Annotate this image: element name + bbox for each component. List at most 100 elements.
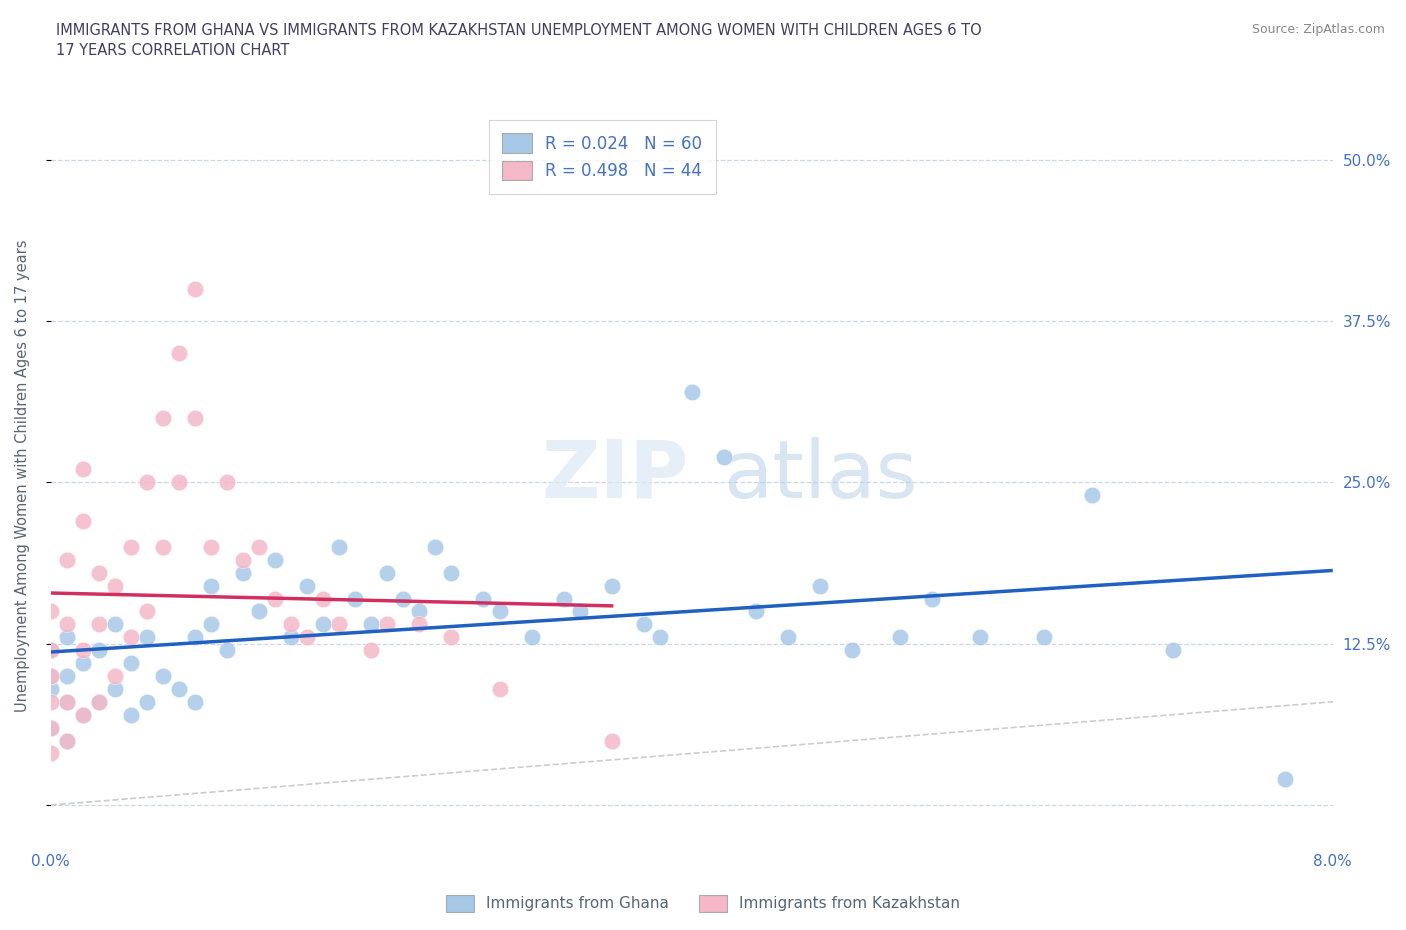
Point	[247, 604, 270, 618]
Point	[39, 669, 62, 684]
Point	[247, 539, 270, 554]
Point	[969, 630, 991, 644]
Point	[472, 591, 495, 606]
Point	[921, 591, 943, 606]
Point	[264, 591, 287, 606]
Point	[553, 591, 575, 606]
Point	[520, 630, 543, 644]
Point	[39, 682, 62, 697]
Y-axis label: Unemployment Among Women with Children Ages 6 to 17 years: Unemployment Among Women with Children A…	[15, 240, 30, 712]
Point	[408, 617, 430, 631]
Point	[568, 604, 591, 618]
Point	[87, 695, 110, 710]
Point	[39, 604, 62, 618]
Point	[72, 707, 94, 722]
Text: Source: ZipAtlas.com: Source: ZipAtlas.com	[1251, 23, 1385, 36]
Point	[1033, 630, 1056, 644]
Point	[217, 475, 239, 490]
Point	[56, 617, 79, 631]
Point	[39, 720, 62, 735]
Point	[488, 682, 510, 697]
Point	[87, 565, 110, 580]
Point	[39, 669, 62, 684]
Text: atlas: atlas	[723, 437, 917, 515]
Point	[808, 578, 831, 593]
Point	[39, 746, 62, 761]
Point	[136, 475, 159, 490]
Point	[408, 604, 430, 618]
Point	[360, 617, 382, 631]
Point	[104, 669, 127, 684]
Point	[72, 513, 94, 528]
Point	[200, 617, 222, 631]
Point	[39, 720, 62, 735]
Point	[167, 346, 190, 361]
Point	[440, 565, 463, 580]
Legend: Immigrants from Ghana, Immigrants from Kazakhstan: Immigrants from Ghana, Immigrants from K…	[440, 889, 966, 918]
Point	[280, 630, 302, 644]
Point	[312, 617, 335, 631]
Point	[167, 682, 190, 697]
Point	[184, 281, 207, 296]
Point	[1081, 488, 1104, 503]
Point	[56, 630, 79, 644]
Point	[217, 643, 239, 658]
Point	[39, 643, 62, 658]
Point	[56, 552, 79, 567]
Point	[375, 565, 398, 580]
Point	[56, 695, 79, 710]
Point	[56, 669, 79, 684]
Point	[488, 604, 510, 618]
Point	[120, 656, 142, 671]
Point	[72, 707, 94, 722]
Point	[633, 617, 655, 631]
Point	[312, 591, 335, 606]
Point	[184, 410, 207, 425]
Point	[184, 630, 207, 644]
Point	[136, 695, 159, 710]
Point	[120, 630, 142, 644]
Point	[297, 578, 319, 593]
Point	[120, 707, 142, 722]
Point	[344, 591, 367, 606]
Point	[56, 695, 79, 710]
Point	[1161, 643, 1184, 658]
Point	[87, 617, 110, 631]
Point	[120, 539, 142, 554]
Point	[889, 630, 911, 644]
Point	[648, 630, 671, 644]
Legend: R = 0.024   N = 60, R = 0.498   N = 44: R = 0.024 N = 60, R = 0.498 N = 44	[488, 120, 716, 193]
Point	[136, 630, 159, 644]
Point	[232, 565, 254, 580]
Point	[104, 682, 127, 697]
Point	[72, 643, 94, 658]
Point	[39, 643, 62, 658]
Point	[87, 695, 110, 710]
Point	[713, 449, 735, 464]
Point	[264, 552, 287, 567]
Point	[72, 656, 94, 671]
Point	[152, 539, 174, 554]
Point	[745, 604, 768, 618]
Point	[87, 643, 110, 658]
Point	[72, 462, 94, 477]
Point	[56, 733, 79, 748]
Point	[56, 733, 79, 748]
Point	[152, 669, 174, 684]
Point	[136, 604, 159, 618]
Point	[425, 539, 447, 554]
Point	[841, 643, 863, 658]
Text: IMMIGRANTS FROM GHANA VS IMMIGRANTS FROM KAZAKHSTAN UNEMPLOYMENT AMONG WOMEN WIT: IMMIGRANTS FROM GHANA VS IMMIGRANTS FROM…	[56, 23, 981, 58]
Point	[375, 617, 398, 631]
Point	[152, 410, 174, 425]
Point	[328, 539, 350, 554]
Point	[280, 617, 302, 631]
Point	[360, 643, 382, 658]
Point	[600, 578, 623, 593]
Point	[440, 630, 463, 644]
Point	[232, 552, 254, 567]
Point	[104, 617, 127, 631]
Point	[328, 617, 350, 631]
Point	[167, 475, 190, 490]
Point	[39, 695, 62, 710]
